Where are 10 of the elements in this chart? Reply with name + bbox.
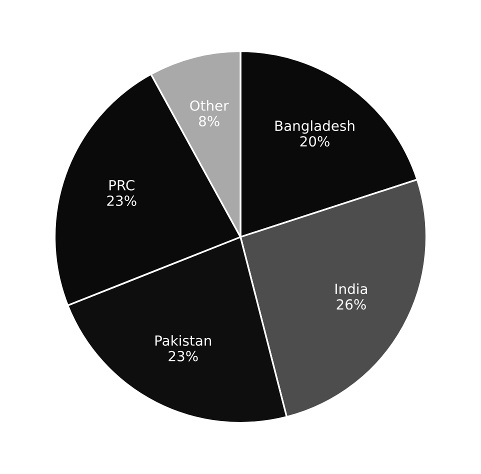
data-label: 23%	[168, 350, 198, 362]
data-label: 23%	[107, 196, 136, 206]
slice-label: Other	[190, 100, 229, 111]
data-label: 26%	[336, 299, 366, 310]
slice-label: Pakistan	[155, 335, 212, 346]
data-label: 8%	[199, 116, 220, 126]
data-label: 20%	[300, 136, 330, 147]
slice-label: PRC	[109, 180, 134, 190]
slice-label: Bangladesh	[275, 120, 354, 134]
slice-label: India	[336, 283, 367, 294]
